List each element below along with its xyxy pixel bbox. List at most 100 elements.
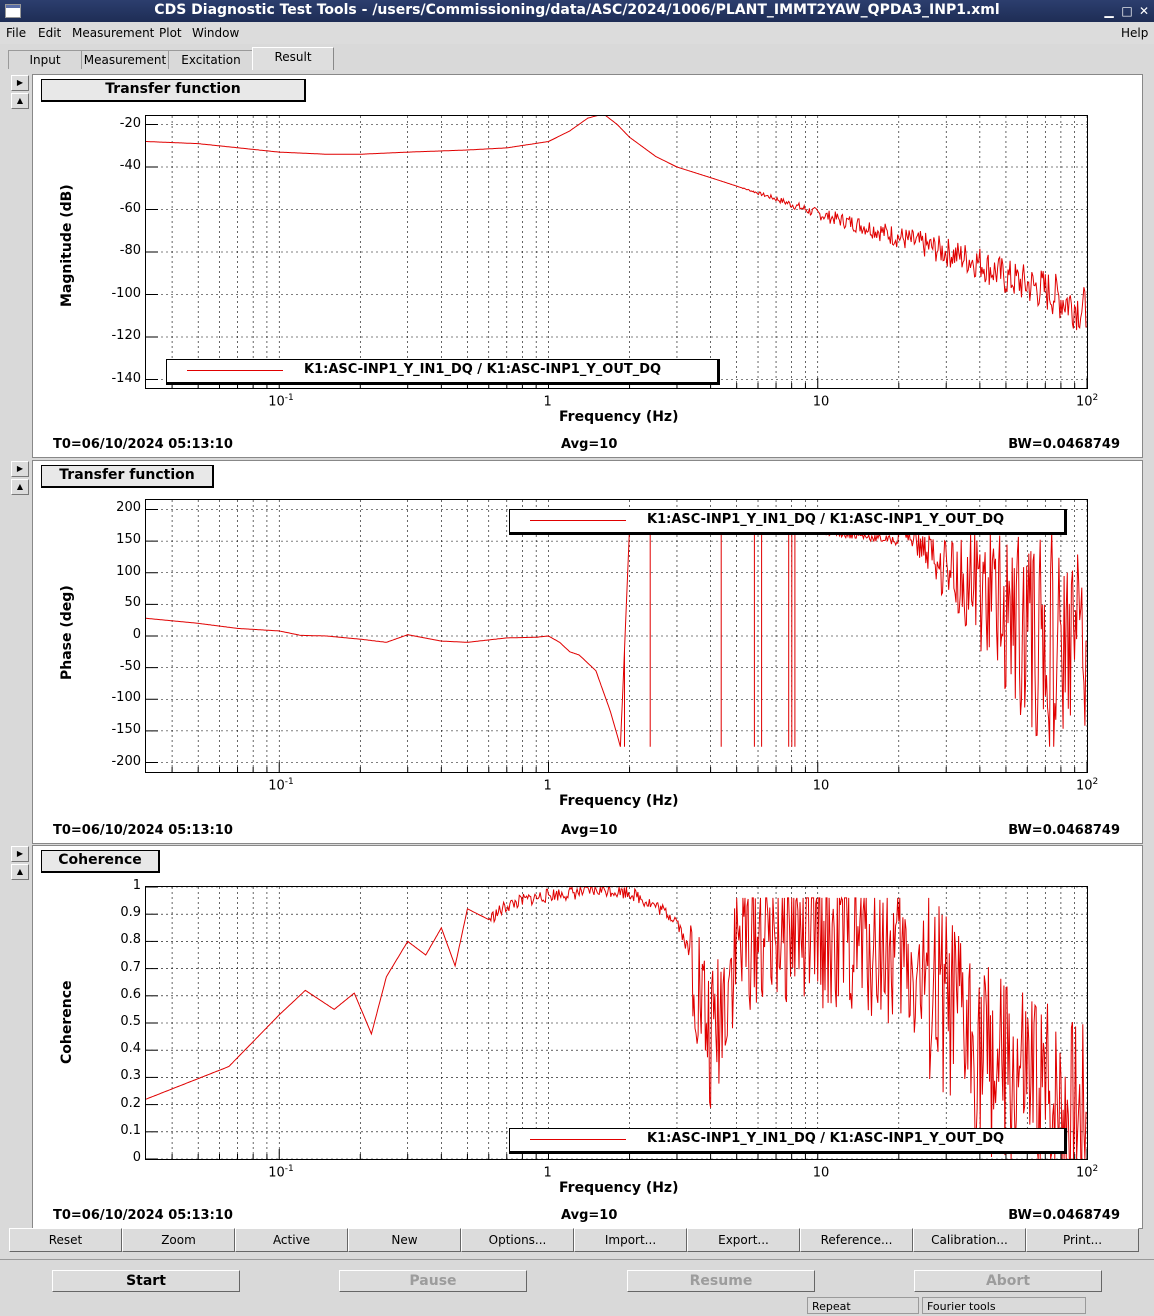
x-tick-base: 10 [812,778,830,794]
tab-excitation[interactable]: Excitation [168,50,254,69]
y-tick-label: 0.7 [120,959,141,975]
x-tick-base: 1 [543,778,552,794]
tab-result[interactable]: Result [252,47,334,70]
x-tick-exponent: 2 [1092,1164,1099,1174]
plot-type-label[interactable]: Coherence [41,850,160,873]
x-tick-exponent: -1 [284,393,294,403]
y-tick-label: -20 [119,115,141,131]
calibration-button[interactable]: Calibration... [913,1228,1026,1252]
x-tick-label: 1 [543,393,551,409]
collapse-plot-button[interactable]: ▲ [11,93,29,109]
x-tick-base: 1 [543,394,552,410]
x-tick-label: 1 [543,777,551,793]
new-button[interactable]: New [348,1228,461,1252]
chart-svg [146,116,1087,388]
menu-window[interactable]: Window [192,26,240,40]
x-tick-base: 10 [268,1165,285,1181]
bandwidth-value: BW=0.0468749 [1008,1208,1120,1223]
status-fourier-tools: Fourier tools [922,1297,1086,1314]
plot-type-label[interactable]: Transfer function [41,465,214,488]
expand-plot-button[interactable]: ▶ [11,846,29,862]
maximize-icon[interactable]: □ [1121,4,1133,18]
separator [0,1259,1154,1260]
bandwidth-value: BW=0.0468749 [1008,437,1120,452]
options-button[interactable]: Options... [461,1228,574,1252]
resume-button[interactable]: Resume [627,1270,815,1292]
status-repeat: Repeat [807,1297,919,1314]
y-tick-label: 0 [132,627,141,642]
data-trace [146,522,1087,747]
y-tick-label: 0.3 [120,1068,141,1084]
title-bar: CDS Diagnostic Test Tools - /users/Commi… [0,0,1154,22]
y-tick-label: -100 [111,285,141,301]
legend[interactable]: K1:ASC-INP1_Y_IN1_DQ / K1:ASC-INP1_Y_OUT… [166,359,720,385]
export-button[interactable]: Export... [687,1228,800,1252]
y-axis-label: Phase (deg) [59,585,75,680]
collapse-plot-button[interactable]: ▲ [11,864,29,880]
tab-input[interactable]: Input [8,50,82,69]
menu-edit[interactable]: Edit [38,26,62,40]
menu-file[interactable]: File [6,26,27,40]
plot-type-label[interactable]: Transfer function [41,79,306,102]
plot-toolbar: Reset Zoom Active New Options... Import.… [9,1228,1142,1252]
legend[interactable]: K1:ASC-INP1_Y_IN1_DQ / K1:ASC-INP1_Y_OUT… [509,1128,1067,1154]
x-tick-exponent: -1 [284,1164,294,1174]
x-tick-base: 10 [268,778,285,794]
y-tick-label: 1 [132,878,141,893]
legend-label: K1:ASC-INP1_Y_IN1_DQ / K1:ASC-INP1_Y_OUT… [304,362,662,377]
y-tick-label: -40 [119,158,141,173]
plot-panel[interactable]: Transfer function 200 150 100 50 0 -50 -100 -150… [32,460,1143,844]
y-tick-label: -80 [119,243,141,258]
plot-area[interactable] [145,886,1088,1160]
y-axis-label: Magnitude (dB) [59,184,75,307]
bandwidth-value: BW=0.0468749 [1008,823,1120,838]
legend-label: K1:ASC-INP1_Y_IN1_DQ / K1:ASC-INP1_Y_OUT… [647,512,1005,527]
x-axis-label: Frequency (Hz) [559,1180,679,1196]
x-tick-label: 102 [1076,777,1098,793]
tab-measurement[interactable]: Measurement [81,50,169,69]
averages-count: Avg=10 [561,437,618,452]
plot-panel[interactable]: Coherence 1 0.9 0.8 0.7 0.6 0.5 0.4 0.3 0.2 0.1 0 10… [32,845,1143,1229]
x-tick-base: 10 [812,1165,830,1181]
legend[interactable]: K1:ASC-INP1_Y_IN1_DQ / K1:ASC-INP1_Y_OUT… [509,509,1067,535]
reference-button[interactable]: Reference... [800,1228,913,1252]
y-tick-label: 200 [116,500,141,516]
plot-area[interactable] [145,499,1088,773]
menu-measurement[interactable]: Measurement [72,26,155,40]
y-tick-label: -150 [111,721,141,737]
averages-count: Avg=10 [561,1208,618,1223]
data-trace [146,887,1087,1159]
pause-button[interactable]: Pause [339,1270,527,1292]
y-tick-label: 0.1 [120,1122,141,1138]
t0-timestamp: T0=06/10/2024 05:13:10 [53,437,233,452]
menu-plot[interactable]: Plot [159,26,182,40]
menu-help[interactable]: Help [1121,26,1149,40]
x-tick-label: 10-1 [268,1164,294,1180]
x-tick-label: 10-1 [268,393,294,409]
reset-button[interactable]: Reset [9,1228,122,1252]
x-tick-label: 102 [1076,1164,1098,1180]
y-tick-label: 150 [116,532,141,548]
expand-plot-button[interactable]: ▶ [11,461,29,477]
abort-button[interactable]: Abort [914,1270,1102,1292]
collapse-plot-button[interactable]: ▲ [11,479,29,495]
window-icon[interactable] [5,4,21,18]
plot-panel[interactable]: Transfer function -20 -40 -60 -80 -100 -120 -14… [32,74,1143,458]
y-tick-label: 0.4 [120,1041,141,1057]
y-tick-label: 0.6 [120,986,141,1002]
close-icon[interactable]: ✕ [1138,4,1150,18]
zoom-button[interactable]: Zoom [122,1228,235,1252]
active-button[interactable]: Active [235,1228,348,1252]
start-button[interactable]: Start [52,1270,240,1292]
import-button[interactable]: Import... [574,1228,687,1252]
expand-plot-button[interactable]: ▶ [11,75,29,91]
x-tick-label: 102 [1076,393,1098,409]
x-tick-base: 10 [268,394,285,410]
print-button[interactable]: Print... [1026,1228,1139,1252]
plot-area[interactable] [145,115,1088,389]
y-tick-label: 0.2 [120,1095,141,1111]
x-tick-label: 10 [813,1164,830,1180]
minimize-icon[interactable]: ▁ [1104,4,1114,18]
t0-timestamp: T0=06/10/2024 05:13:10 [53,1208,233,1223]
x-tick-label: 10 [813,777,830,793]
